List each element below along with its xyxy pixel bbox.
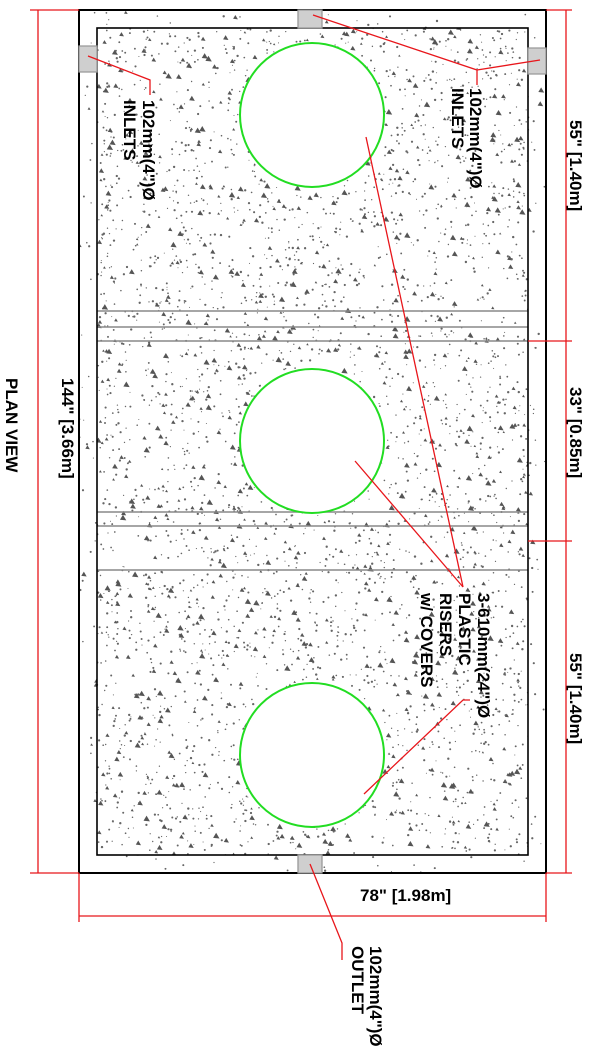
riser-bottom [239,682,385,828]
tank-interior-fill [97,28,528,855]
segment-label-bottom: 55" [1.40m] [566,653,585,744]
baffle-lower [97,511,528,571]
inlet-left-label-line1: 102mm(4")Ø [139,100,158,201]
riser-middle [239,368,385,514]
plan-view-title: PLAN VIEW [2,378,21,473]
riser-top [239,42,385,188]
inlet-pipe-left [78,45,98,73]
baffle-upper [97,310,528,342]
inlet-right-leader [312,14,541,85]
width-dimension-line [78,873,547,922]
outlet-leader [309,863,343,960]
inlet-right-label-line2: INLETS [448,88,467,148]
segment-label-middle: 33" [0.85m] [566,387,585,478]
width-label: 78" [1.98m] [360,886,451,905]
risers-label-line4: w/ COVERS [417,592,436,687]
inlet-left-leader [87,55,151,95]
risers-label-line3: RISERS [436,593,455,656]
inlet-pipe-top [297,9,323,29]
outlet-label-line2: OUTLET [348,946,367,1015]
segment-dimension-line [528,9,572,874]
risers-label-line1: 3-610mm(24")Ø [474,593,493,718]
inlet-left-label-line2: INLETS [120,100,139,160]
segment-label-top: 55" [1.40m] [566,120,585,211]
inlet-right-label-line1: 102mm(4")Ø [466,88,485,189]
risers-leader [354,136,470,795]
overall-length-label: 144" [3.66m] [58,378,77,479]
length-dimension-line [30,9,79,874]
outlet-label-line1: 102mm(4")Ø [366,946,385,1047]
risers-label-line2: PLASTIC [455,593,474,666]
